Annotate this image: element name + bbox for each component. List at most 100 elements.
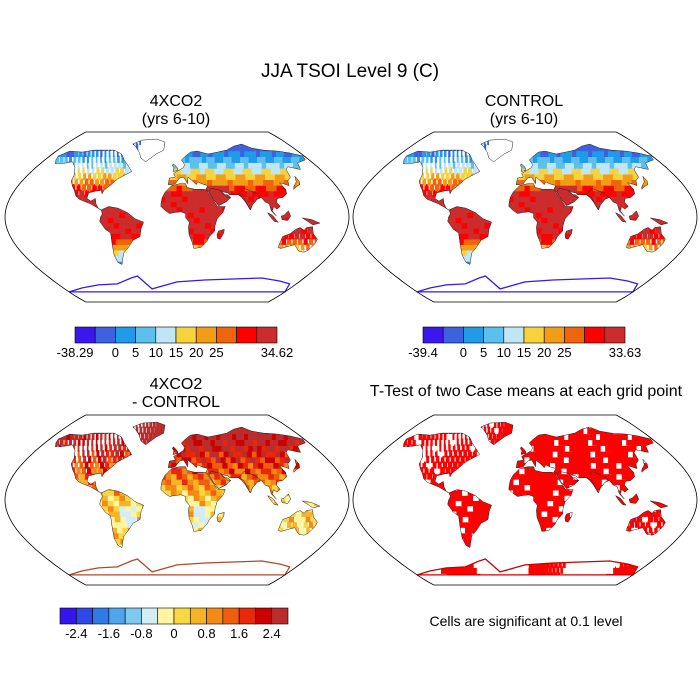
grid-cell [187,515,195,523]
grid-cell [575,277,578,285]
grid-cell [130,499,138,507]
grid-cell [259,478,268,486]
grid-cell [213,467,222,475]
grid-cell [263,461,273,469]
grid-cell [193,515,201,523]
grid-cell [215,232,223,240]
grid-cell [546,161,555,169]
grid-cell [541,232,549,240]
grid-cell [655,227,661,234]
grid-cell [588,172,598,181]
grid-cell [587,184,597,192]
grid-cell [143,143,147,152]
grid-cell [583,172,593,181]
grid-cell [307,227,313,234]
grid-cell [230,472,239,480]
grid-cell [257,472,267,480]
grid-cell [102,211,110,218]
grid-cell [84,178,89,186]
grid-cell [443,155,446,163]
grid-cell [119,167,124,175]
grid-cell [176,172,184,181]
grid-cell [563,195,571,203]
coastline-japan [293,176,301,190]
grid-cell [457,161,461,169]
grid-cell [452,155,455,163]
grid-cell [624,283,630,291]
grid-cell [271,200,281,208]
grid-cell [196,283,201,291]
grid-cell [292,520,297,528]
grid-cell [529,172,537,181]
grid-cell [205,494,213,501]
grid-cell [192,472,201,480]
grid-cell [142,155,147,163]
grid-cell [215,515,223,523]
grid-cell [235,277,238,285]
grid-cell [119,499,127,507]
grid-cell [430,161,432,169]
grid-cell [535,205,544,213]
grid-cell [214,472,223,480]
grid-cell [524,172,532,181]
grid-cell [431,172,435,181]
grid-cell [524,167,531,175]
grid-cell [493,139,497,146]
grid-cell [626,178,637,186]
grid-cell [244,277,246,285]
grid-cell [462,227,470,234]
grid-cell [198,237,206,245]
grid-cell [198,472,206,480]
grid-cell [191,178,200,186]
grid-cell [244,184,254,192]
grid-cell [461,211,469,218]
grid-cell [283,232,289,240]
grid-cell [202,178,210,186]
grid-cell [529,189,538,197]
grid-cell [100,149,103,157]
grid-cell [112,149,115,157]
grid-cell [193,504,201,512]
grid-cell [105,178,110,186]
grid-cell [439,161,442,169]
grid-cell [271,467,281,475]
grid-cell [187,504,196,512]
grid-cell [659,232,665,240]
coastline-borneo [628,210,639,221]
grid-cell [192,566,197,574]
grid-cell [571,277,574,285]
grid-cell [562,167,571,175]
grid-cell [210,488,219,496]
grid-cell [193,200,201,208]
grid-cell [242,461,252,469]
grid-cell [231,566,234,574]
grid-cell [205,172,214,181]
grid-cell [460,155,464,163]
grid-cell [427,178,432,186]
grid-cell [170,200,178,208]
grid-cell [556,283,560,291]
grid-cell [507,200,515,208]
grid-cell [193,499,201,507]
grid-cell [262,189,272,197]
grid-cell [295,510,302,517]
grid-cell [192,149,200,157]
grid-cell [102,455,107,464]
grid-cell [488,283,497,291]
grid-cell [79,178,84,186]
coastline-greenland [480,138,514,163]
grid-cell [215,200,224,208]
grid-cell [473,211,481,218]
grid-cell [642,232,648,240]
grid-cell [196,172,204,181]
grid-cell [247,289,252,292]
grid-cell [465,243,474,251]
grid-cell [227,560,230,568]
grid-cell [261,566,266,574]
grid-cell [627,243,632,251]
grid-cell [70,149,75,157]
grid-cell [120,515,129,523]
grid-cell [281,237,287,245]
grid-cell [535,221,544,229]
grid-cell [583,277,586,285]
